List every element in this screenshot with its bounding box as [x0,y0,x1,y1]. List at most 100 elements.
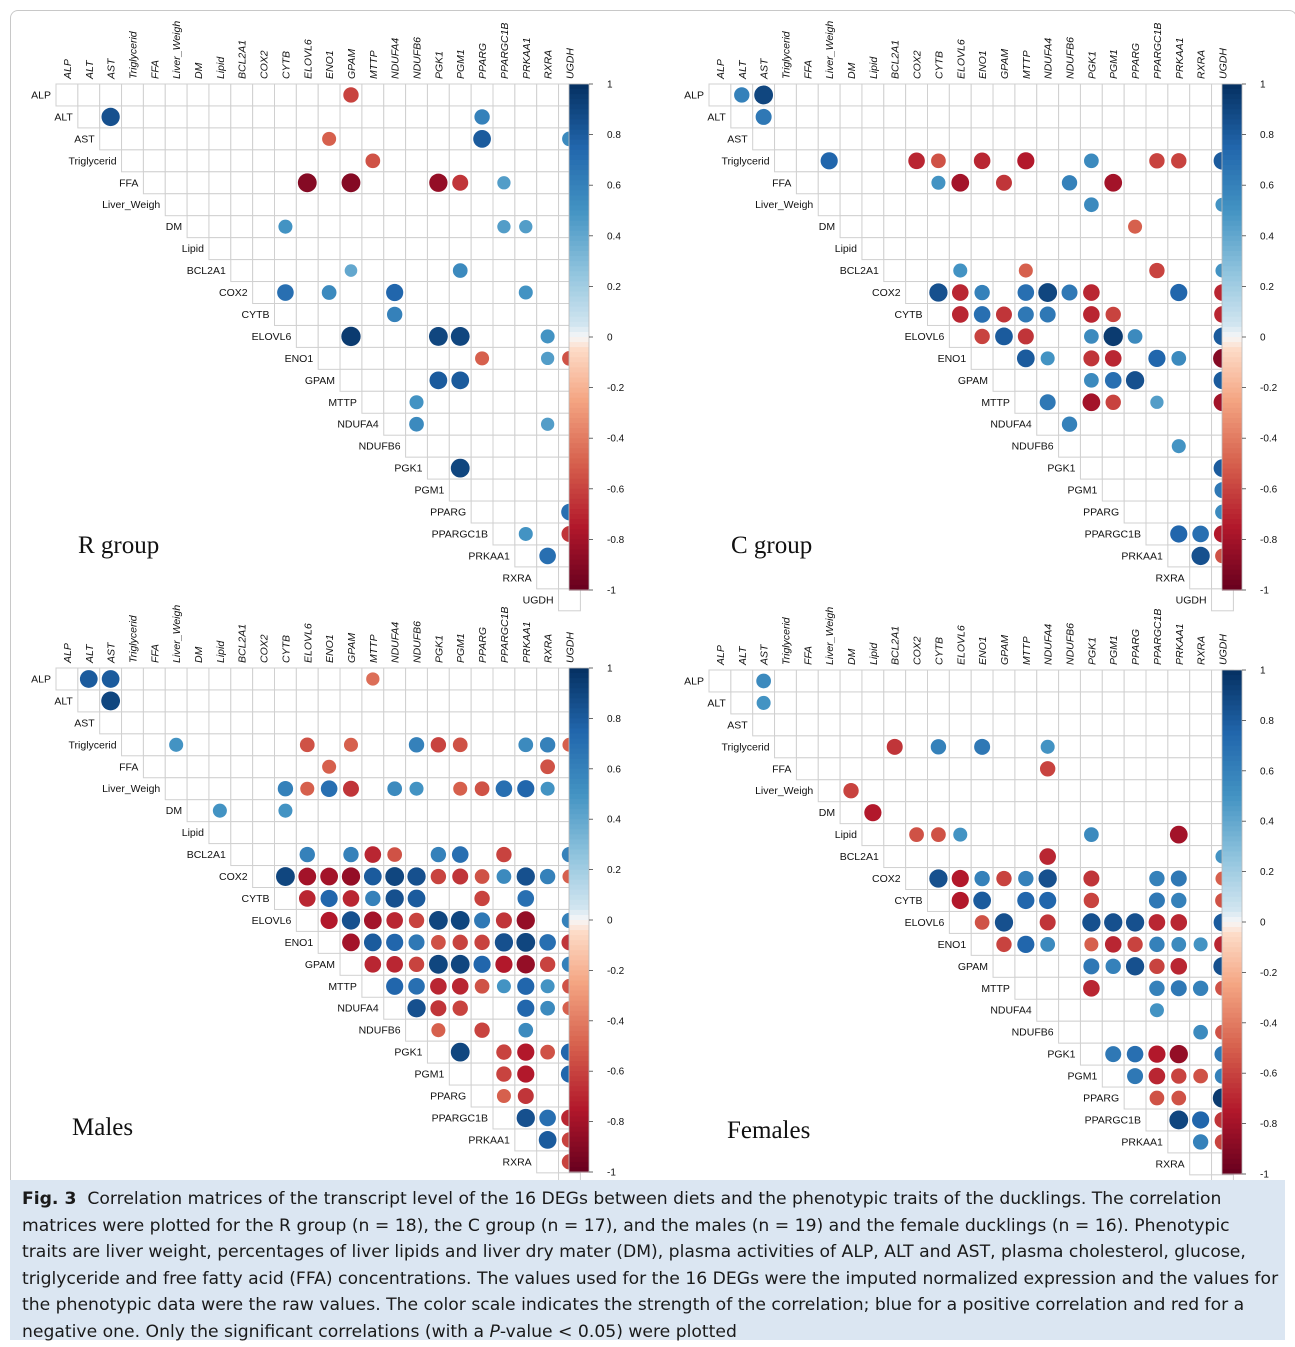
colorbar-band [1222,1048,1242,1054]
grid-cell [1123,105,1147,129]
colorbar-band [1222,1068,1242,1074]
column-label: PPARG [1130,43,1142,79]
row-label: COX2 [219,871,248,883]
grid-cell [1167,735,1191,759]
correlation-circle [1038,283,1058,302]
colorbar-band [1222,806,1242,812]
grid-cell [186,711,210,735]
column-label: PGM1 [455,49,467,79]
colorbar-band [1222,433,1242,439]
grid-cell [470,83,494,107]
row-label: ENO1 [938,939,967,951]
grid-cell [405,215,428,239]
grid-cell [317,303,341,326]
colorbar: 10.80.60.40.20-0.2-0.4-0.6-0.8-1 [1221,80,1278,597]
colorbar-band [569,899,589,906]
column-label: PPARGC1B [499,23,511,79]
colorbar-band [1222,942,1242,948]
colorbar-band [569,985,589,992]
grid-cell [1189,910,1213,934]
grid-cell [186,755,210,779]
colorbar-band [1222,1032,1242,1039]
column-label: Lipid [868,642,880,665]
grid-cell [1123,237,1147,261]
grid-cell [927,105,950,129]
colorbar-band [569,1121,589,1128]
colorbar-band [1222,715,1242,721]
grid-cell [1145,412,1169,436]
grid-cell [1123,390,1147,414]
colorbar-band [1222,149,1242,156]
correlation-circle [475,351,490,366]
colorbar-band [1222,321,1242,328]
grid-cell [252,83,275,107]
correlation-circle [1017,935,1035,953]
correlation-circle [364,846,382,863]
grid-cell [536,237,560,261]
grid-cell [861,669,885,693]
correlation-circle [1103,326,1123,347]
grid-cell [514,303,538,326]
correlation-circle [365,153,381,169]
column-label: MTTP [1021,636,1033,665]
grid-cell [1036,324,1060,348]
grid-cell [405,799,428,823]
colorbar-band [569,1131,589,1138]
colorbar-band [569,89,589,95]
colorbar-band [1222,977,1242,984]
grid-cell [905,215,929,239]
correlation-circle [1149,1090,1165,1106]
colorbar-band [1222,780,1242,787]
figure-frame [10,10,1295,1181]
row-label: Triglycerid [722,155,770,167]
column-label: DM [193,62,205,79]
grid-cell [883,823,907,847]
grid-cell [1058,149,1081,173]
colorbar-band [569,914,589,921]
grid-cell [883,691,907,715]
correlation-circle [1170,283,1188,302]
grid-cell [1167,324,1191,348]
colorbar-band [569,417,589,424]
grid-cell [1167,544,1191,568]
grid-cell [1167,998,1191,1022]
grid-cell [905,83,929,107]
correlation-circle [1170,525,1188,543]
grid-cell [1189,456,1213,480]
colorbar-band [569,1126,589,1133]
correlation-circle [539,868,556,885]
grid-cell [861,215,885,239]
correlation-circle [1039,761,1056,777]
column-label: CYTB [280,635,292,663]
correlation-circle [1125,371,1145,390]
colorbar-band [569,909,589,916]
grid-cell [536,799,560,823]
grid-cell [927,127,950,151]
grid-cell [1123,83,1147,107]
grid-cell [295,105,319,129]
grid-cell [1189,412,1213,436]
correlation-circle [450,458,470,478]
grid-cell [1079,237,1103,261]
grid-cell [1145,171,1169,195]
grid-cell [514,368,538,392]
grid-cell [317,821,341,845]
colorbar-band [1222,790,1242,797]
grid-cell [448,127,472,151]
grid-cell [992,215,1016,239]
correlation-circle [1192,525,1209,543]
grid-cell [1167,303,1191,326]
colorbar-band [1222,876,1242,883]
correlation-circle [517,1065,535,1083]
grid-cell [208,733,232,757]
colorbar-band [569,1071,589,1077]
grid-cell [383,171,407,195]
colorbar-band [1222,89,1242,95]
column-label: BCL2A1 [890,626,902,665]
colorbar-band [1222,139,1242,146]
grid-cell [839,757,863,781]
colorbar-band [569,849,589,856]
colorbar-band [569,524,589,530]
grid-cell [1145,735,1169,759]
grid-cell [448,799,472,823]
